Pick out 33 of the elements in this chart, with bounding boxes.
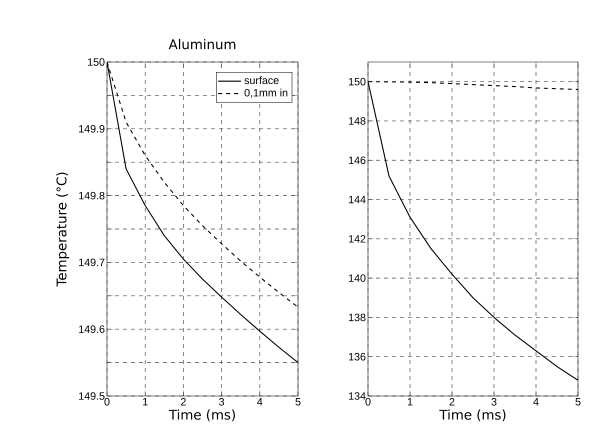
x-tick-label: 4 <box>533 398 539 406</box>
x-tick-label: 5 <box>575 398 581 406</box>
y-tick-label: 149.7 <box>79 258 104 266</box>
legend-label: surface <box>244 76 279 84</box>
y-tick-label: 136 <box>348 352 366 360</box>
x-tick-label: 3 <box>219 398 224 406</box>
x-tick-label: 4 <box>257 398 262 406</box>
x-tick-label: 2 <box>450 398 454 406</box>
x-tick-label: 0 <box>104 398 110 406</box>
y-tick-label: 146 <box>348 156 366 164</box>
x-tick-label: 1 <box>143 398 148 406</box>
y-tick-label: 134 <box>348 392 366 400</box>
x-tick-label: 3 <box>491 398 496 406</box>
x-axis-title: Time (ms) <box>439 409 506 422</box>
legend-label: 0,1mm in <box>244 88 288 98</box>
y-tick-label: 140 <box>348 274 366 282</box>
y-tick-label: 150 <box>348 78 366 86</box>
y-tick-label: 142 <box>348 235 366 243</box>
y-axis-title: Temperature (°C) <box>56 172 70 287</box>
x-tick-label: 1 <box>408 398 412 406</box>
x-tick-label: 5 <box>295 398 301 406</box>
x-tick-label: 2 <box>180 398 186 406</box>
x-tick-label: 0 <box>365 398 371 406</box>
y-tick-label: 144 <box>348 196 366 204</box>
y-tick-label: 149.5 <box>79 392 105 400</box>
x-axis-title: Time (ms) <box>168 409 235 422</box>
y-tick-label: 148 <box>348 117 366 125</box>
chart-title: Aluminum <box>168 38 236 50</box>
y-tick-label: 149.9 <box>79 125 104 133</box>
y-tick-label: 138 <box>348 314 366 322</box>
y-tick-label: 149.6 <box>79 325 104 333</box>
y-tick-label: 149.8 <box>79 192 104 200</box>
y-tick-label: 150 <box>88 58 105 66</box>
